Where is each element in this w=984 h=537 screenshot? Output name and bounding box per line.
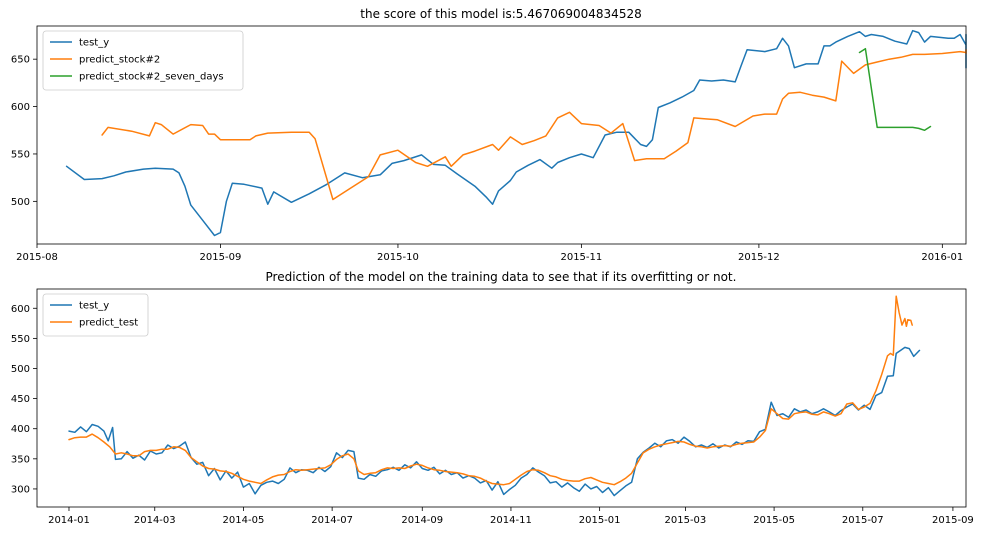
legend-box: [42, 30, 244, 91]
x-tick-label: 2014-03: [134, 515, 176, 526]
legend-label: predict_test: [79, 318, 138, 329]
x-tick-label: 2015-05: [753, 515, 795, 526]
x-tick-label: 2015-09: [932, 515, 974, 526]
y-tick-label: 600: [11, 102, 30, 113]
y-tick-label: 500: [11, 197, 30, 208]
chart-bottom-ticks: 2014-01 2014-03 2014-05 2014-07 2014-09 2014-…: [11, 304, 974, 526]
series-line-test-y: [68, 346, 921, 497]
x-tick-label: 2014-05: [223, 515, 265, 526]
chart-top-title: the score of this model is:5.46706900483…: [360, 7, 641, 21]
x-tick-label: 2015-08: [16, 252, 58, 263]
chart-top: the score of this model is:5.46706900483…: [11, 7, 967, 263]
x-tick-label: 2015-11: [560, 252, 602, 263]
y-tick-label: 500: [11, 364, 30, 375]
y-tick-label: 650: [11, 55, 30, 66]
x-tick-label: 2015-03: [665, 515, 707, 526]
chart-bottom-series: [68, 295, 921, 497]
legend-label: predict_stock#2: [79, 55, 160, 66]
x-tick-label: 2014-11: [490, 515, 532, 526]
legend-label: predict_stock#2_seven_days: [79, 72, 224, 83]
x-tick-label: 2014-07: [311, 515, 353, 526]
y-tick-label: 350: [11, 454, 30, 465]
chart-bottom-title: Prediction of the model on the training …: [266, 270, 737, 284]
y-tick-label: 300: [11, 484, 30, 495]
x-tick-label: 2014-09: [401, 515, 443, 526]
series-line-predict-stock-2-seven-days: [858, 47, 932, 132]
x-tick-label: 2015-07: [842, 515, 884, 526]
x-tick-label: 2015-12: [738, 252, 780, 263]
x-tick-label: 2016-01: [921, 252, 963, 263]
y-tick-label: 600: [11, 304, 30, 315]
chart-top-axes-frame: [36, 25, 967, 245]
x-tick-label: 2015-01: [579, 515, 621, 526]
series-line-predict-test: [68, 295, 913, 486]
y-tick-label: 550: [11, 149, 30, 160]
chart-bottom: Prediction of the model on the training …: [11, 270, 974, 526]
chart-top-legend: test_y predict_stock#2 predict_stock#2_sev…: [42, 30, 244, 91]
legend-label: test_y: [79, 38, 109, 49]
y-tick-label: 450: [11, 394, 30, 405]
legend-label: test_y: [79, 301, 109, 312]
chart-bottom-legend: test_y predict_test: [42, 293, 149, 337]
y-tick-label: 550: [11, 334, 30, 345]
x-tick-label: 2015-10: [377, 252, 419, 263]
chart-top-ticks: 2015-08 2015-09 2015-10 2015-11 2015-12 2016-…: [11, 55, 963, 263]
x-tick-label: 2014-01: [48, 515, 90, 526]
x-tick-label: 2015-09: [200, 252, 242, 263]
y-tick-label: 400: [11, 424, 30, 435]
chart-bottom-axes-frame: [36, 288, 967, 508]
series-line-test-y: [65, 29, 967, 237]
